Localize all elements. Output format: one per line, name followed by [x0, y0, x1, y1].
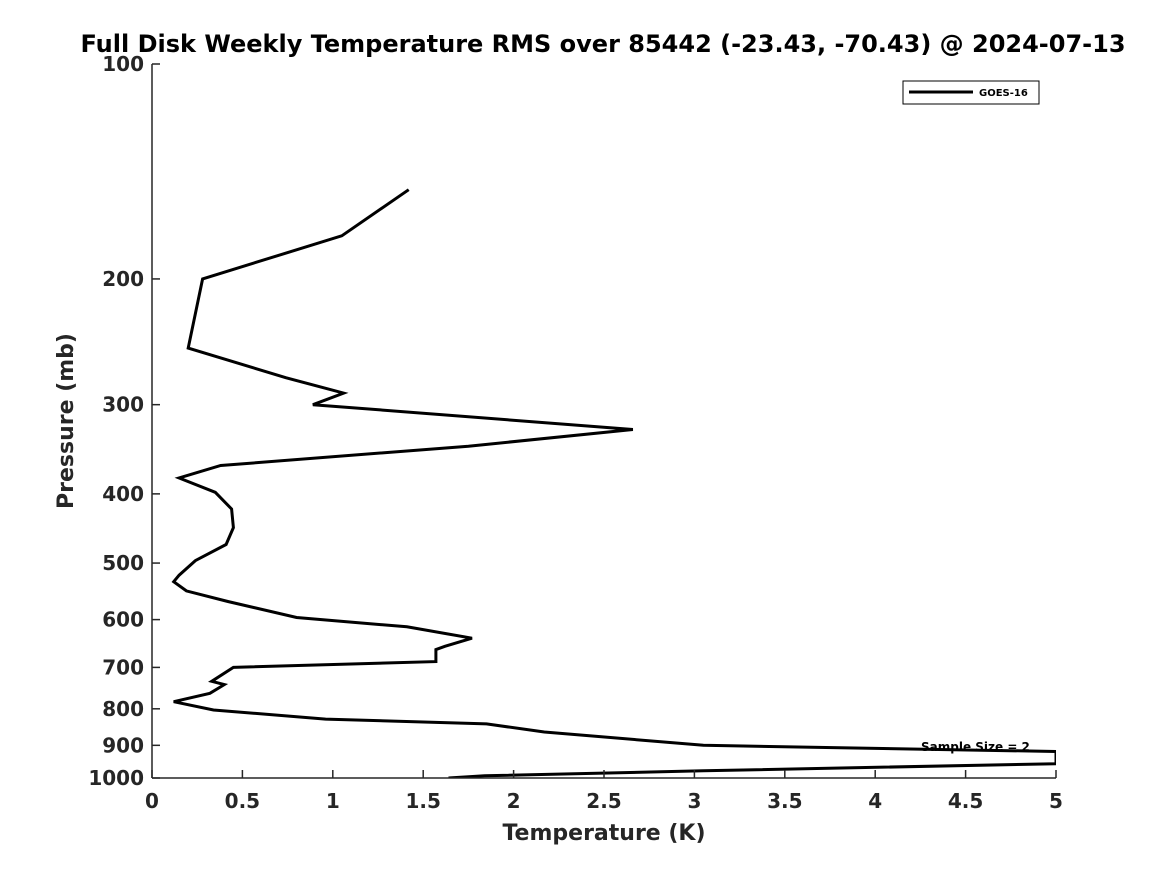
y-tick-label: 1000 — [88, 766, 144, 790]
x-axis-label: Temperature (K) — [502, 821, 705, 846]
plot-area: 0 0.5 1 1.5 2 2.5 3 3.5 4 4.5 5 100 200 300 400 500 600 7… — [88, 52, 1063, 813]
y-tick-label: 400 — [102, 482, 144, 506]
y-tick-label: 700 — [102, 655, 144, 679]
y-tick-label: 500 — [102, 551, 144, 575]
legend-label-goes-16: GOES-16 — [979, 88, 1028, 99]
y-tick-label: 100 — [102, 52, 144, 76]
x-tick-label: 4.5 — [948, 789, 983, 813]
x-tick-label: 0.5 — [225, 789, 260, 813]
x-tick-label: 3 — [687, 789, 701, 813]
y-axis-label: Pressure (mb) — [54, 333, 79, 509]
legend: GOES-16 — [902, 80, 1040, 105]
x-tick-label: 4 — [868, 789, 882, 813]
x-tick-label: 1.5 — [405, 789, 440, 813]
sample-size-annotation: Sample Size = 2 — [921, 740, 1030, 754]
x-tick-label: 1 — [326, 789, 340, 813]
x-tick-label: 3.5 — [767, 789, 802, 813]
x-tick-label: 2 — [507, 789, 521, 813]
chart-title: Full Disk Weekly Temperature RMS over 85… — [80, 30, 1125, 58]
x-tick-label: 2.5 — [586, 789, 621, 813]
y-tick-label: 300 — [102, 393, 144, 417]
x-tick-label: 5 — [1049, 789, 1063, 813]
y-tick-label: 200 — [102, 267, 144, 291]
x-tick-label: 0 — [145, 789, 159, 813]
y-tick-label: 900 — [102, 733, 144, 757]
y-tick-label: 800 — [102, 697, 144, 721]
series-line-goes-16 — [171, 188, 1056, 778]
y-tick-label: 600 — [102, 608, 144, 632]
